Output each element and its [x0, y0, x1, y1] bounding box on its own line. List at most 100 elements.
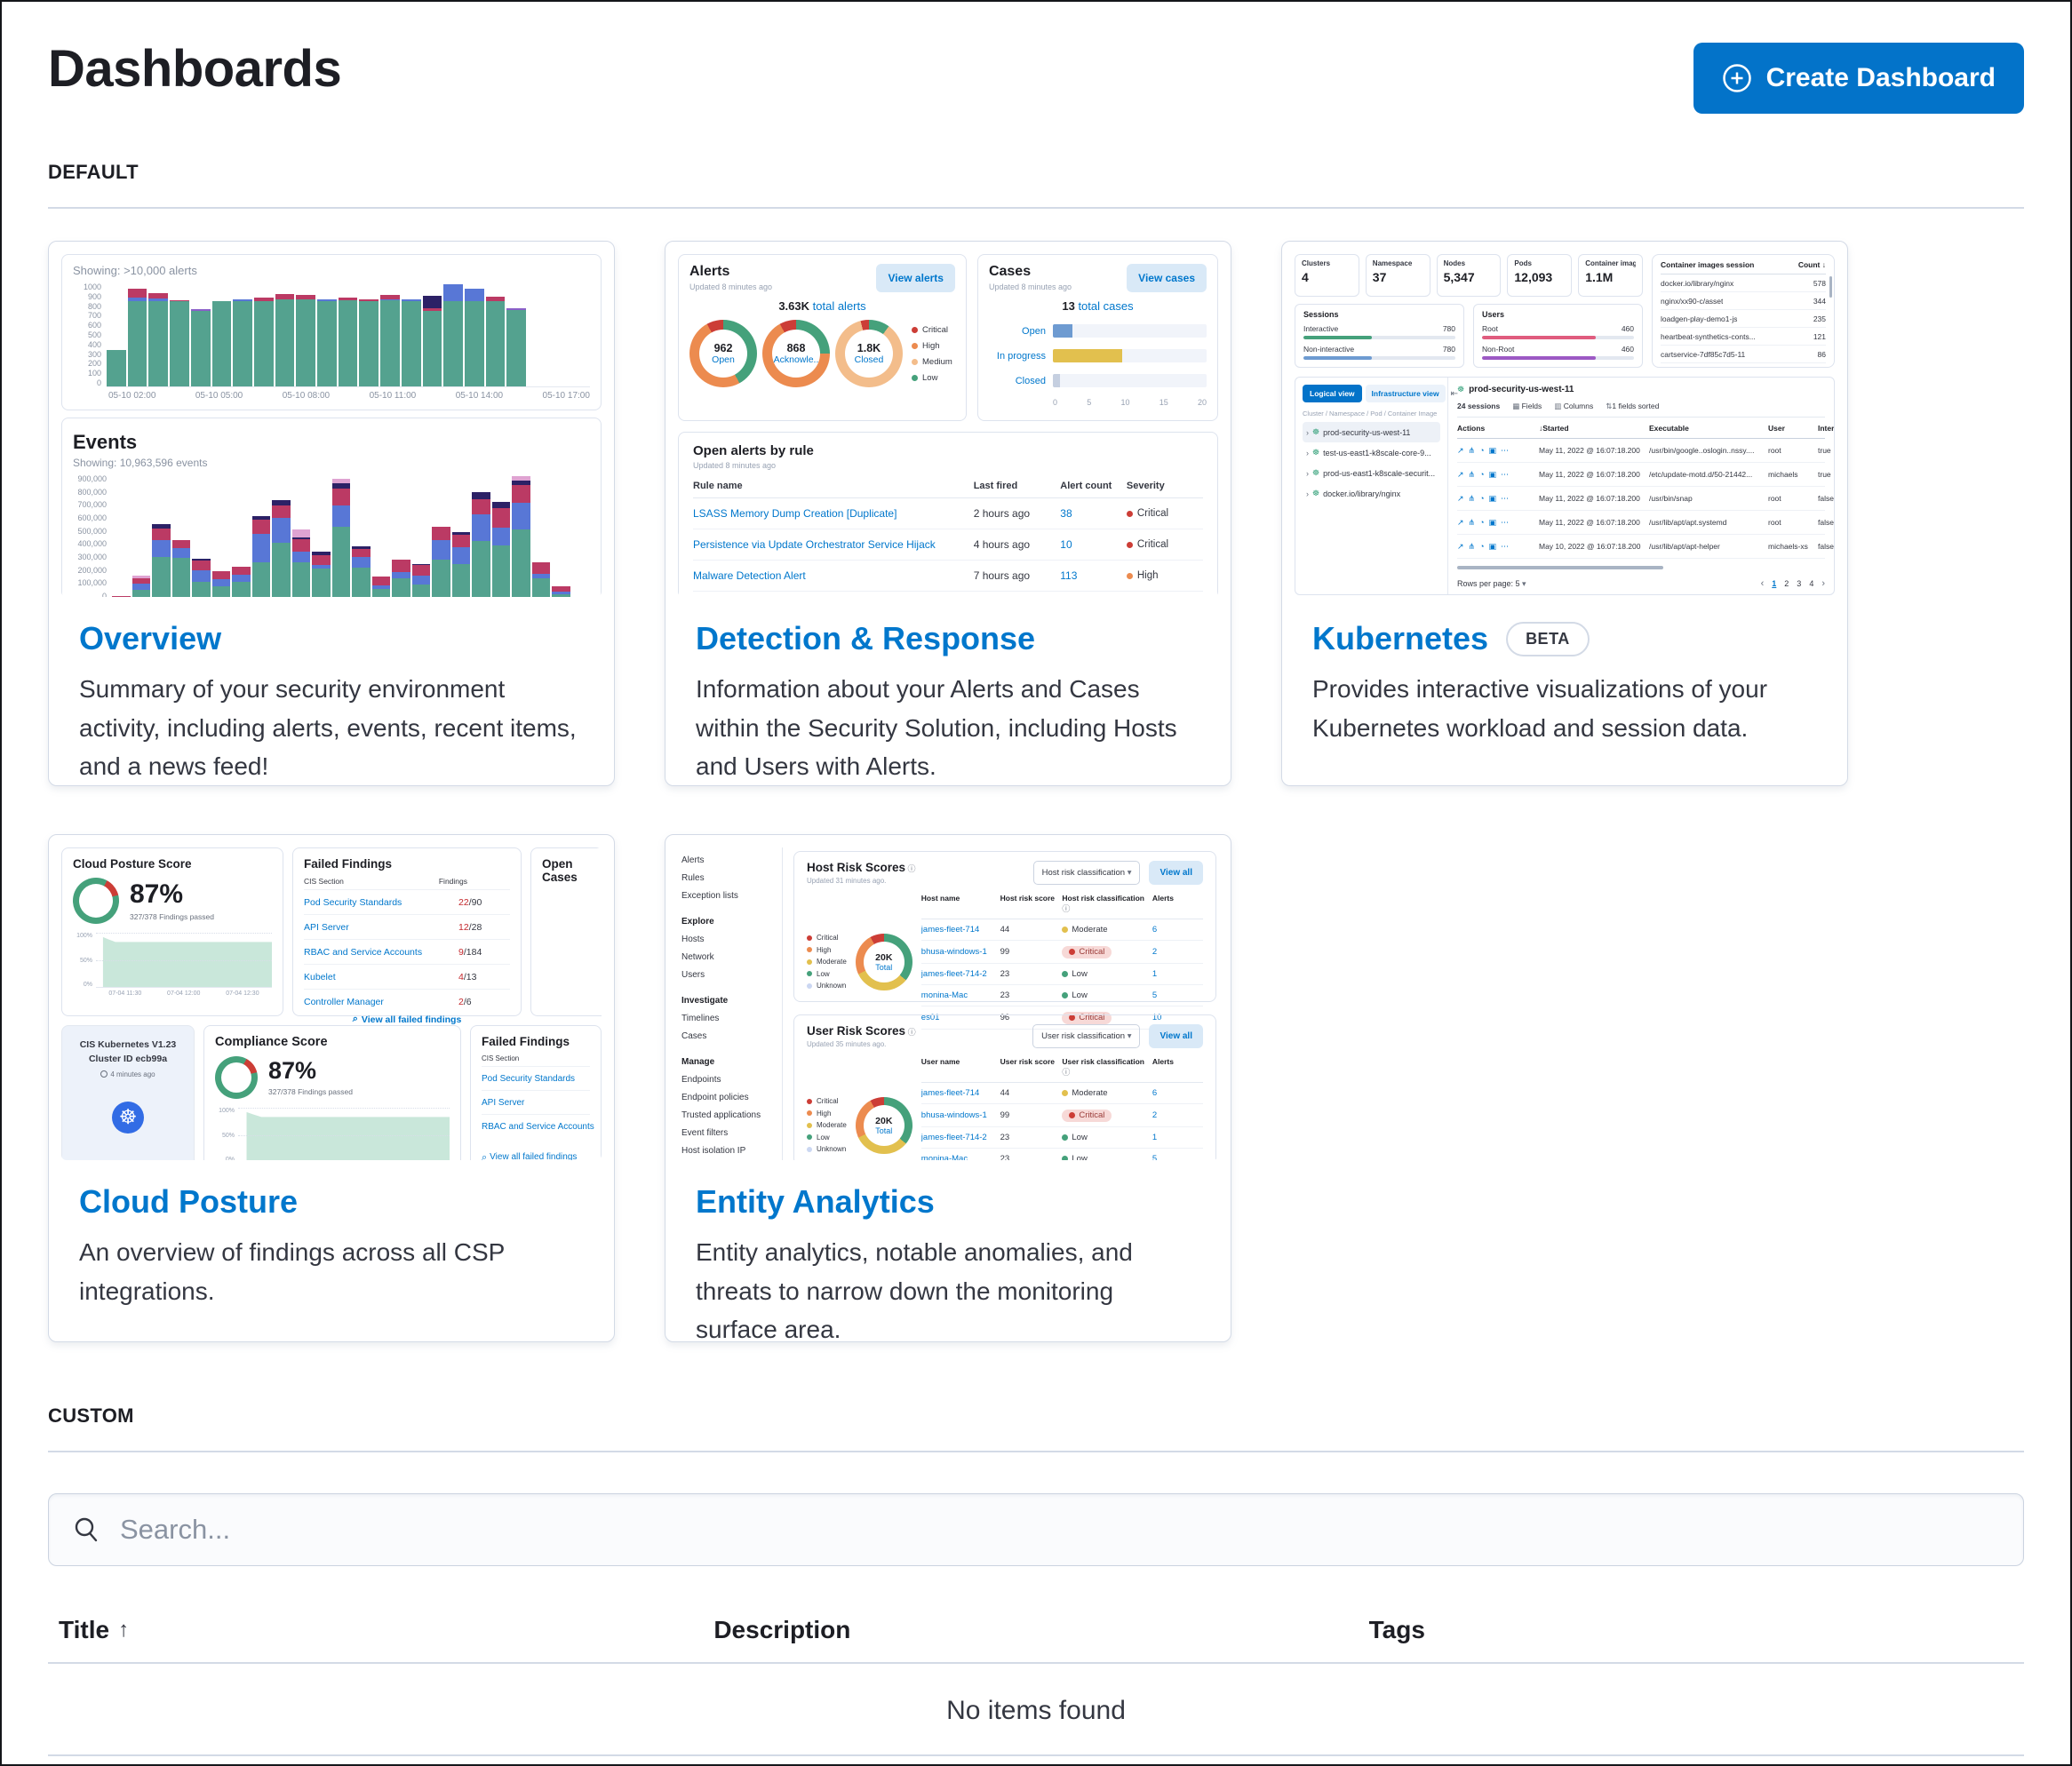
stacked-bar — [148, 282, 169, 386]
table-row: ↗ ⋔ ◔ ▣ ⋯ May 11, 2022 @ 16:07:18.200/etc/upd… — [1457, 463, 1831, 487]
dashboard-search[interactable] — [48, 1493, 2024, 1566]
bar-segment — [432, 540, 450, 560]
progress-label: Non-Root — [1482, 345, 1515, 354]
rule-name-link: Malware Detection Alert — [693, 569, 806, 582]
bar-segment — [512, 476, 530, 481]
legend-item: High — [807, 1110, 847, 1118]
card-title-entity-analytics[interactable]: Entity Analytics — [696, 1183, 1200, 1221]
user-risk-table-body: james-fleet-714 44 Moderate 6 bhusa-windows-… — [920, 1083, 1203, 1160]
table-row: monina-Mac 23 Low 5 — [921, 1149, 1203, 1160]
stacked-bar-plot — [112, 474, 590, 597]
dashboard-card-detection-response[interactable]: Alerts Updated 8 minutes ago View alerts… — [665, 241, 1231, 786]
donut-center: 962 Open — [689, 320, 757, 387]
alerts-count-link: 6 — [1152, 925, 1158, 935]
events-title: Events — [73, 431, 138, 453]
events-histogram: 900,000 800,000 700,000 600,000 500,000 400,0… — [73, 474, 590, 597]
total-alerts-suffix: total alerts — [809, 299, 866, 313]
severity: Critical — [1126, 508, 1203, 519]
legend-dot — [807, 971, 812, 976]
bar-segment — [251, 562, 270, 597]
page-number: 3 — [1797, 579, 1802, 588]
dashboard-card-cloud-posture[interactable]: Cloud Posture Score 87% 327/378 Findings… — [48, 834, 615, 1342]
status-icon: ◔ — [1479, 517, 1485, 527]
bar-segment — [422, 295, 442, 309]
bar-fill — [1303, 336, 1372, 339]
card-title-cloud-posture[interactable]: Cloud Posture — [79, 1183, 584, 1221]
stacked-bar — [171, 474, 190, 597]
next-page-icon: › — [1821, 578, 1825, 589]
axis-tick-label: 100,000 — [77, 578, 107, 588]
donut-label: Total — [875, 962, 893, 972]
progress-value: 780 — [1442, 345, 1455, 354]
severity-label: High — [1136, 570, 1159, 581]
alerts-count-link: 1 — [1152, 1133, 1158, 1142]
stacked-bar — [317, 282, 337, 386]
bar-segment — [491, 508, 510, 528]
bar-segment — [275, 294, 295, 300]
table-row: cartservice-7df85c7d5-11 86 — [1661, 346, 1826, 363]
axis-tick-label: 800,000 — [77, 487, 107, 497]
bar-segment — [411, 585, 430, 597]
stacked-bar — [472, 474, 490, 597]
panel-title: Container images session — [1661, 260, 1755, 269]
chevron-right-icon: › — [1306, 489, 1309, 498]
nav-item: Endpoints — [681, 1074, 721, 1085]
rule-name-link: Persistence via Update Orchestrator Serv… — [693, 538, 936, 551]
progress-label: Non-interactive — [1303, 345, 1355, 354]
table-row: ↗ ⋔ ◔ ▣ ⋯ May 10, 2022 @ 16:07:18.200/usr/lib… — [1457, 535, 1834, 559]
terminal-icon: ▣ — [1488, 493, 1497, 503]
empty-table-message: No items found — [946, 1696, 1126, 1725]
session-interactive: false — [1818, 542, 1834, 551]
bar-track — [1052, 374, 1207, 387]
bar-segment — [472, 499, 490, 515]
bar-segment — [432, 559, 450, 597]
view-cases-button: View cases — [1127, 264, 1207, 292]
sessions-table-body: ↗ ⋔ ◔ ▣ ⋯ May 11, 2022 @ 16:07:18.200/usr/bin… — [1457, 439, 1834, 559]
risk-classification: Low — [1062, 1133, 1152, 1143]
collapse-icon: ⇤ — [1450, 388, 1458, 399]
create-dashboard-button[interactable]: Create Dashboard — [1693, 43, 2024, 114]
legend-item: High — [807, 946, 847, 954]
session-user: root — [1768, 494, 1781, 503]
card-title-overview[interactable]: Overview — [79, 620, 584, 657]
dashboard-card-overview[interactable]: Showing: >10,000 alerts 1000 900 800 700 600… — [48, 241, 615, 786]
card-title-kubernetes[interactable]: Kubernetes BETA — [1312, 620, 1817, 657]
entity-name-link: bhusa-windows-1 — [920, 1110, 987, 1120]
bar-segment — [472, 540, 490, 597]
dashboard-card-entity-analytics[interactable]: Alerts Rules Exception lists Explore Hosts Ne… — [665, 834, 1231, 1343]
count-column-header: Count — [1798, 260, 1826, 269]
bar-segment — [291, 539, 310, 552]
session-toolbar: 24 sessions Fields Columns 1 fields sort… — [1457, 402, 1825, 418]
row-actions: ↗ ⋔ ◔ ▣ ⋯ — [1457, 542, 1539, 552]
stacked-bar — [211, 474, 230, 597]
progress-labels: Root 460 — [1482, 324, 1634, 333]
severity-dot — [1126, 510, 1133, 517]
bar-segment — [352, 548, 371, 558]
column-label: Title — [59, 1616, 110, 1643]
axis-tick-label: 5 — [1087, 398, 1092, 407]
axis-tick-label: 300 — [87, 349, 101, 359]
bar-segment — [352, 546, 371, 549]
progress-row: Non-Root 460 — [1482, 345, 1634, 360]
dashboard-card-kubernetes[interactable]: Clusters 4 Namespace 37 Nodes 5,347 Pods 12,… — [1281, 241, 1848, 786]
section-divider — [48, 1451, 2024, 1452]
classification-label: Low — [1072, 968, 1088, 979]
axis-tick-label: 05-10 05:00 — [195, 391, 243, 401]
process-tree-icon: ⋔ — [1468, 517, 1476, 527]
column-header-title[interactable]: Title — [59, 1616, 713, 1644]
legend-item: Moderate — [807, 958, 847, 966]
score-percentage: 87% — [130, 879, 184, 909]
risk-legend: Critical High Moderate Low Unknown — [807, 934, 847, 990]
search-input[interactable] — [120, 1514, 2000, 1546]
bar-segment — [272, 518, 291, 543]
panel-title: Failed Findings — [304, 857, 393, 871]
more-icon: ⋯ — [1501, 493, 1510, 503]
donut-total: 20K — [875, 1115, 893, 1126]
stacked-bar — [127, 282, 147, 386]
bar-fill — [1482, 356, 1597, 360]
column-header: Alerts — [1152, 894, 1174, 903]
card-title-detection-response[interactable]: Detection & Response — [696, 620, 1200, 657]
bar-segment — [272, 505, 291, 519]
stacked-bar — [464, 282, 484, 386]
bar-segment — [317, 300, 337, 386]
